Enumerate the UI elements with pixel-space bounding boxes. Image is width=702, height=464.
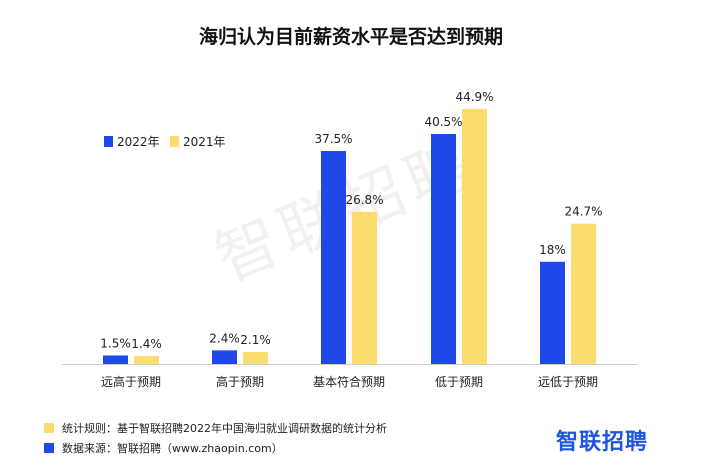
footnote-rule: 统计规则：基于智联招聘2022年中国海归就业调研数据的统计分析 <box>44 420 387 436</box>
bar-2021 <box>571 223 596 364</box>
bar-2022 <box>212 350 237 364</box>
data-label: 1.5% <box>100 336 131 350</box>
data-label: 26.8% <box>345 193 383 207</box>
x-tick-label: 高于预期 <box>216 374 264 389</box>
data-label: 1.4% <box>131 337 162 351</box>
bar-2021 <box>134 356 159 364</box>
chart-title: 海归认为目前薪资水平是否达到预期 <box>198 26 503 48</box>
footnote-source: 数据来源：智联招聘（www.zhaopin.com） <box>44 440 283 456</box>
legend-label: 2022年 <box>117 135 160 149</box>
footnote-source-text: 数据来源：智联招聘（www.zhaopin.com） <box>62 442 283 455</box>
data-label: 24.7% <box>564 205 602 219</box>
footnote-rule-text: 统计规则：基于智联招聘2022年中国海归就业调研数据的统计分析 <box>62 422 387 435</box>
data-label: 44.9% <box>455 90 493 104</box>
bar-2021 <box>243 352 268 364</box>
data-label: 2.1% <box>240 333 271 347</box>
data-label: 40.5% <box>424 115 462 129</box>
bar-2021 <box>462 109 487 364</box>
legend-swatch <box>104 136 113 147</box>
bar-2021 <box>352 211 377 364</box>
brand-logo: 智联招聘 <box>556 430 649 455</box>
bar-2022 <box>540 261 565 364</box>
legend-swatch <box>170 136 179 147</box>
yellow-swatch-icon <box>44 423 54 433</box>
x-tick-label: 远高于预期 <box>101 374 161 389</box>
bar-2022 <box>321 151 346 364</box>
blue-swatch-icon <box>44 443 54 453</box>
bar-2022 <box>103 355 128 364</box>
x-tick-label: 基本符合预期 <box>313 374 385 389</box>
data-label: 2.4% <box>209 331 240 345</box>
bar-2022 <box>431 133 456 364</box>
x-tick-label: 低于预期 <box>435 375 483 389</box>
legend-label: 2021年 <box>183 135 226 149</box>
x-tick-label: 远低于预期 <box>538 375 598 389</box>
data-label: 37.5% <box>314 132 352 146</box>
data-label: 18% <box>539 243 566 257</box>
